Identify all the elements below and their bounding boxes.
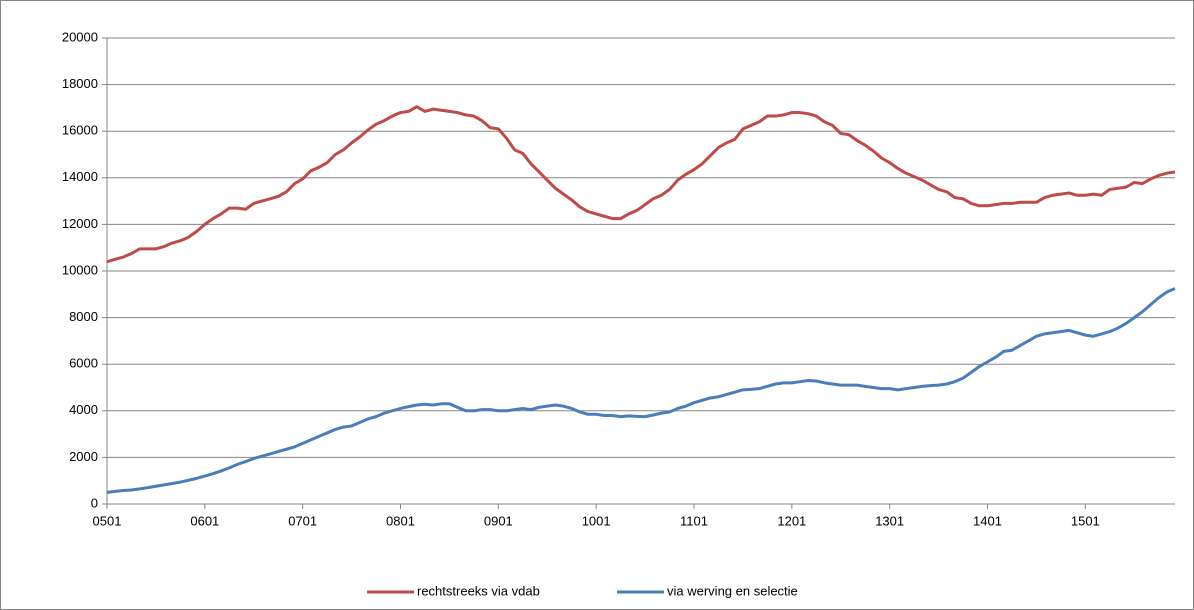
x-tick-label: 1101 (680, 513, 708, 528)
x-tick-label: 1201 (777, 513, 806, 528)
y-tick-label: 20000 (62, 29, 98, 44)
y-tick-label: 4000 (69, 402, 98, 417)
series-line (106, 105, 1176, 264)
y-tick-label: 10000 (62, 262, 98, 277)
x-tick-label: 0601 (190, 513, 219, 528)
x-tick-label: 0801 (386, 513, 415, 528)
x-tick-label: 1501 (1071, 513, 1100, 528)
series-line (106, 287, 1176, 494)
legend-label: rechtstreeks via vdab (417, 583, 540, 598)
legend-label: via werving en selectie (667, 583, 798, 598)
x-tick-label: 1001 (582, 513, 611, 528)
y-tick-label: 12000 (62, 216, 98, 231)
y-tick-label: 0 (91, 495, 98, 510)
y-tick-label: 16000 (62, 123, 98, 138)
y-tick-label: 14000 (62, 169, 98, 184)
y-tick-label: 2000 (69, 449, 98, 464)
y-tick-label: 8000 (69, 309, 98, 324)
x-tick-label: 0701 (288, 513, 317, 528)
x-tick-label: 0901 (484, 513, 513, 528)
x-tick-label: 1301 (875, 513, 904, 528)
y-tick-label: 18000 (62, 76, 98, 91)
y-tick-label: 6000 (69, 356, 98, 371)
x-tick-label: 1401 (973, 513, 1002, 528)
x-tick-label: 0501 (93, 513, 122, 528)
